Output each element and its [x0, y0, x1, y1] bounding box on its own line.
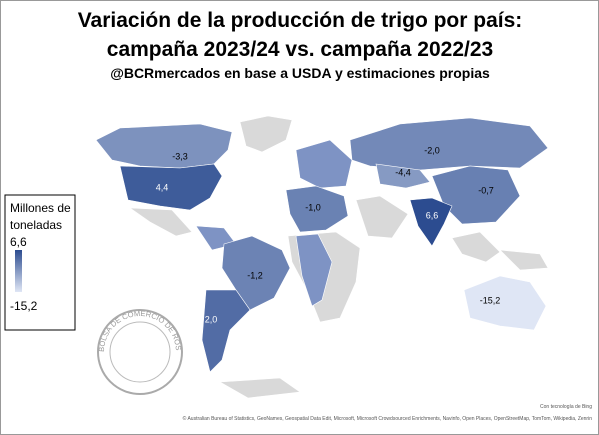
value-label: -3,3: [172, 151, 188, 161]
region: [95, 123, 233, 169]
value-label: -4,4: [395, 167, 411, 177]
value-label: -0,7: [478, 185, 494, 195]
value-label: -1,2: [247, 270, 263, 280]
legend-gradient: [15, 250, 22, 292]
region: [463, 275, 547, 331]
region: [119, 163, 223, 211]
title-line: campaña 2023/24 vs. campaña 2022/23: [107, 38, 493, 61]
value-label: -1,0: [305, 202, 321, 212]
legend-max: 6,6: [10, 235, 27, 249]
title-line: Variación de la producción de trigo por …: [78, 9, 523, 32]
other-land: [195, 139, 353, 307]
region: [375, 163, 431, 189]
attribution: © Australian Bureau of Statistics, GeoNa…: [183, 415, 593, 422]
value-label: 4,4: [156, 182, 169, 192]
credit: Con tecnología de Bing: [540, 404, 592, 410]
value-label: 6,6: [426, 210, 439, 220]
seal: [97, 309, 183, 395]
region: [409, 197, 453, 247]
seal-inner: [109, 321, 171, 383]
region: [221, 235, 291, 311]
region: [349, 117, 549, 171]
subtitle: @BCRmercados en base a USDA y estimacion…: [110, 65, 490, 81]
region: [285, 185, 349, 233]
value-label: 2,0: [205, 314, 218, 324]
legend-min: -15,2: [10, 299, 38, 313]
legend-title: Millones de toneladas: [10, 201, 71, 232]
value-label: -2,0: [424, 145, 440, 155]
value-label: -15,2: [480, 295, 501, 305]
region: [201, 289, 251, 373]
